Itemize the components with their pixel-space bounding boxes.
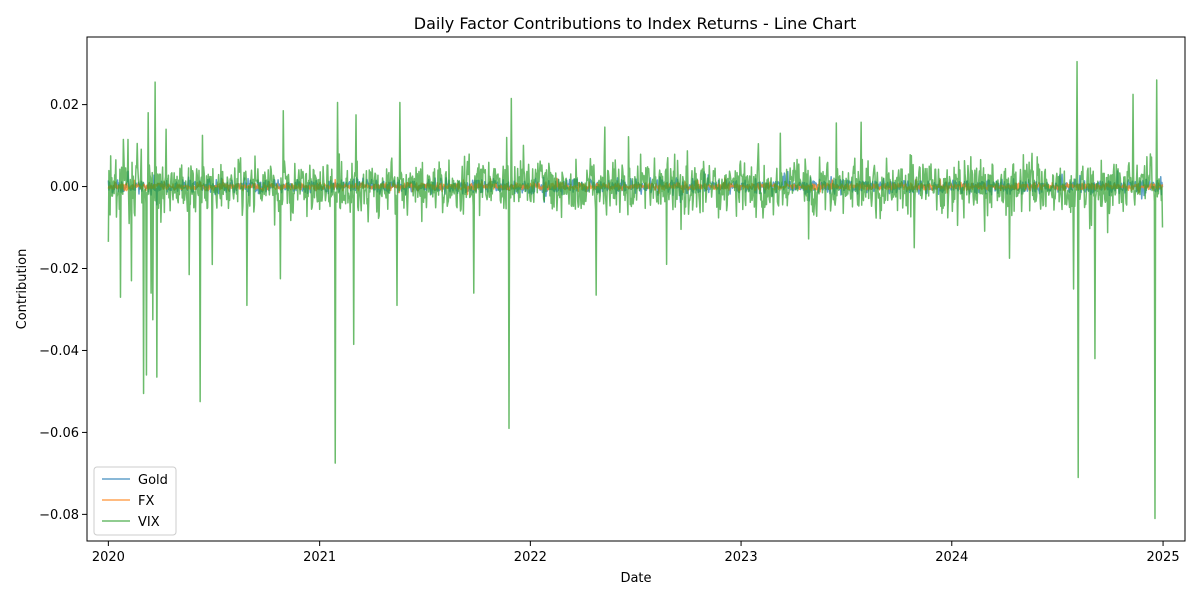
axes-frame <box>86 36 1186 542</box>
series-layer <box>107 60 1164 520</box>
y-axis-label: Contribution <box>15 249 30 330</box>
y-tick-label: −0.04 <box>39 344 79 359</box>
x-tick-label: 2021 <box>303 550 336 565</box>
legend-label-vix: VIX <box>138 515 160 530</box>
x-tick-label: 2024 <box>935 550 968 565</box>
x-tick-label: 2022 <box>514 550 547 565</box>
y-axis: 0.02 0.00 −0.02 −0.04 −0.06 −0.08 <box>39 98 87 523</box>
x-axis-label: Date <box>620 571 651 586</box>
y-tick-label: −0.08 <box>39 508 79 523</box>
series-line-vix <box>107 60 1164 520</box>
series-line-gold <box>107 170 1164 206</box>
y-tick-label: −0.02 <box>39 262 79 277</box>
x-tick-label: 2020 <box>92 550 125 565</box>
x-tick-label: 2023 <box>725 550 758 565</box>
y-tick-label: −0.06 <box>39 426 79 441</box>
legend-box <box>93 466 177 536</box>
legend-label-fx: FX <box>138 494 154 509</box>
chart-title: Daily Factor Contributions to Index Retu… <box>414 14 856 33</box>
x-tick-label: 2025 <box>1147 550 1180 565</box>
plot-area <box>86 36 1186 542</box>
x-axis: 2020 2021 2022 2023 2024 2025 <box>92 541 1180 565</box>
legend: Gold FX VIX <box>93 466 177 536</box>
y-tick-label: 0.02 <box>50 98 79 113</box>
plot-background <box>87 37 1185 541</box>
legend-label-gold: Gold <box>138 473 168 488</box>
y-tick-label: 0.00 <box>50 180 79 195</box>
